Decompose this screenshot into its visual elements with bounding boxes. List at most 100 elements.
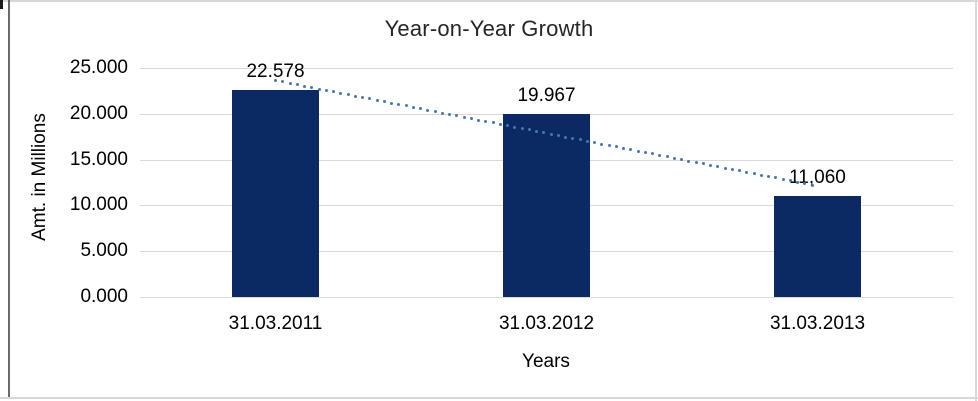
- trendline-dot: [339, 91, 343, 95]
- trendline-dot: [738, 169, 741, 173]
- trendline-dot: [469, 117, 473, 121]
- trendline-dot: [694, 160, 698, 164]
- trendline-dot: [716, 165, 720, 169]
- trendline-dot: [593, 141, 596, 145]
- trendline-dot: [535, 129, 538, 133]
- trendline-dot: [274, 79, 277, 83]
- trendline-dot: [542, 131, 546, 135]
- trendline-dot: [491, 121, 495, 125]
- y-axis-title: Amt. in Millions: [29, 113, 50, 241]
- trendline-dot: [665, 155, 669, 159]
- trendline-dot: [419, 107, 422, 111]
- trendline-dot: [680, 158, 683, 162]
- trendline-dot: [303, 84, 306, 88]
- trendline-dot: [448, 112, 451, 116]
- frame-border-bottom: [0, 397, 978, 399]
- frame-border-corner: [0, 0, 3, 9]
- trendline-dot: [411, 105, 415, 109]
- x-tick-label: 31.03.2012: [498, 313, 595, 334]
- trendline-dot: [462, 115, 466, 119]
- trendline-dot: [368, 97, 372, 101]
- trendline-dot: [549, 132, 553, 136]
- trendline-dot: [781, 177, 785, 181]
- x-tick-label: 31.03.2013: [769, 313, 866, 334]
- trendline-dot: [324, 88, 328, 92]
- trendline-dot: [658, 153, 662, 157]
- y-tick-label: 10.000: [69, 194, 128, 216]
- bar: [232, 90, 319, 297]
- trendline-dot: [752, 172, 756, 176]
- trendline-dot: [498, 122, 502, 126]
- y-tick-label: 25.000: [69, 57, 128, 78]
- gridline: [140, 68, 953, 69]
- trendline-dot: [288, 81, 292, 85]
- trendline-dot: [622, 146, 625, 150]
- trendline-dot: [455, 114, 459, 118]
- bar-value-label: 19.967: [517, 85, 576, 107]
- trendline-dot: [571, 136, 575, 140]
- trendline-dot: [520, 127, 524, 131]
- trendline-dot: [564, 135, 567, 139]
- trendline-dot: [810, 183, 814, 187]
- trendline-dot: [607, 143, 611, 147]
- trendline-dot: [527, 128, 531, 132]
- trendline-dot: [361, 96, 364, 99]
- trendline-dot: [578, 138, 582, 142]
- trendline-dot: [788, 179, 792, 183]
- trendline-dot: [353, 94, 357, 98]
- bar: [503, 114, 590, 297]
- trendline-dot: [643, 151, 647, 155]
- trendline-dot: [796, 180, 799, 184]
- frame-border-top: [0, 0, 978, 2]
- trendline-dot: [281, 80, 285, 84]
- trendline-dot: [614, 145, 618, 149]
- trendline-dot: [759, 173, 763, 177]
- trendline-dot: [346, 93, 350, 97]
- trendline-dot: [477, 118, 480, 122]
- trendline-dot: [723, 166, 727, 170]
- gridline: [140, 297, 953, 298]
- trendline-dot: [513, 125, 517, 129]
- frame-border-left: [8, 0, 10, 397]
- trendline-dot: [600, 142, 604, 146]
- trendline-dot: [295, 83, 299, 87]
- trendline-dot: [767, 175, 770, 179]
- trendline-dot: [745, 170, 749, 174]
- y-tick-label: 0.000: [80, 286, 128, 307]
- trendline-dot: [382, 100, 386, 104]
- trendline-dot: [774, 176, 778, 180]
- bar-value-label: 22.578: [246, 61, 305, 83]
- y-tick-label: 15.000: [69, 148, 128, 170]
- trendline-dot: [585, 139, 589, 143]
- trendline-dot: [404, 104, 408, 108]
- trendline-dot: [433, 110, 437, 114]
- trendline-dot: [375, 98, 379, 102]
- trendline-dot: [440, 111, 444, 115]
- trendline-dot: [672, 156, 676, 160]
- trendline-dot: [701, 162, 705, 166]
- trendline-dot: [390, 101, 393, 105]
- trendline-dot: [629, 148, 633, 152]
- bar-value-label: 11,060: [789, 166, 846, 188]
- trendline-dot: [803, 182, 807, 186]
- trendline-dot: [687, 159, 691, 163]
- trendline-dot: [426, 108, 430, 112]
- x-axis-title: Years: [522, 351, 570, 372]
- trendline-dot: [310, 86, 314, 90]
- trendline-dot: [397, 103, 401, 107]
- trendline-dot: [506, 124, 509, 128]
- y-tick-label: 5.000: [80, 240, 128, 262]
- trendline-dot: [636, 149, 640, 153]
- x-tick-label: 31.03.2011: [228, 313, 323, 334]
- trendline-dot: [556, 134, 560, 138]
- trendline-dot: [651, 152, 654, 156]
- trendline-dot: [484, 120, 488, 123]
- chart-title: Year-on-Year Growth: [384, 16, 594, 41]
- bar: [774, 195, 861, 297]
- y-tick-label: 20.000: [69, 102, 128, 124]
- trendline-dot: [332, 90, 335, 94]
- trendline-dot: [317, 87, 321, 91]
- trendline-dot: [730, 167, 734, 171]
